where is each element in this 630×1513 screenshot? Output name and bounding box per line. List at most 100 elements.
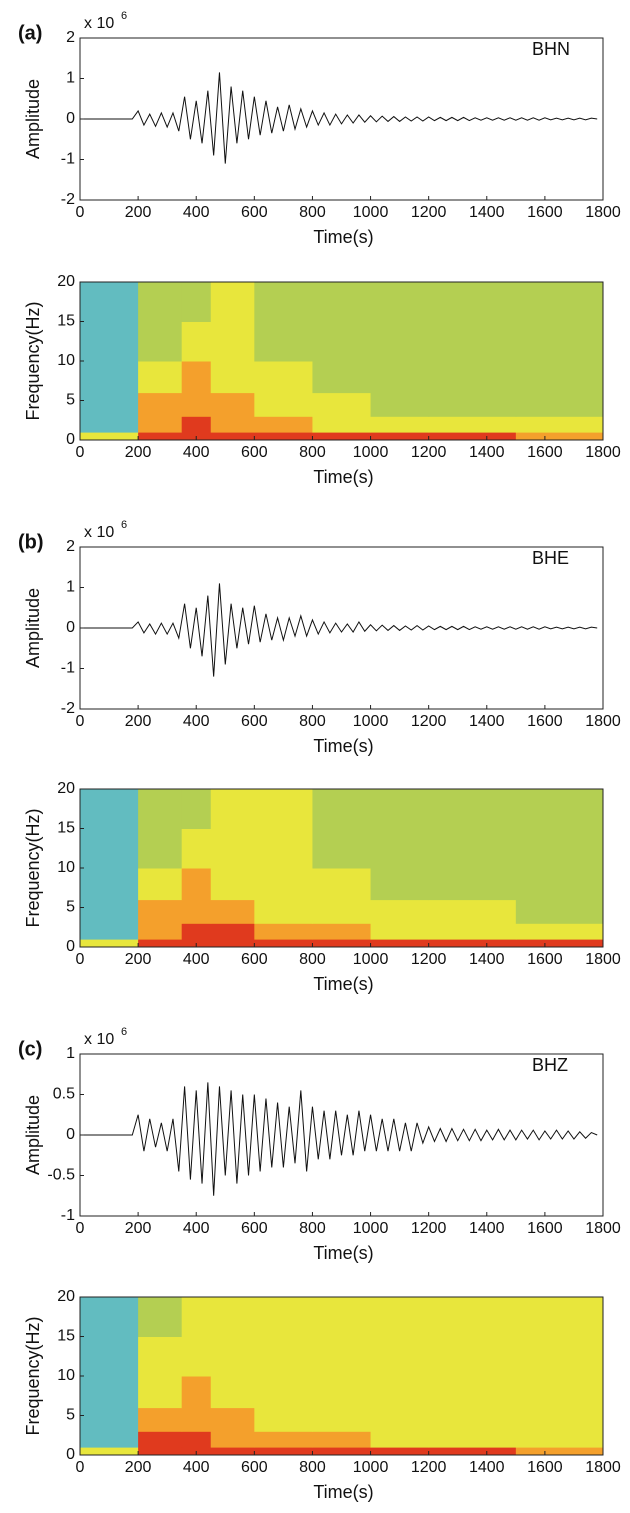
- x-tick-label: 1800: [585, 204, 621, 221]
- heatmap-cell: [210, 416, 255, 433]
- heatmap-cell: [428, 899, 517, 924]
- x-tick-label: 1600: [527, 204, 563, 221]
- heatmap-cell: [254, 789, 313, 829]
- heatmap-cell: [428, 392, 517, 417]
- heatmap-cell: [428, 789, 517, 829]
- x-tick-label: 1000: [353, 444, 389, 461]
- heatmap-cell: [370, 416, 430, 433]
- heatmap-cell: [515, 789, 604, 829]
- y-tick-label: 1: [66, 1045, 75, 1062]
- y-tick-label: -2: [61, 191, 75, 208]
- heatmap-cell: [254, 321, 313, 362]
- x-tick-label: 1000: [353, 1220, 389, 1237]
- y-tick-label: 0: [66, 110, 75, 127]
- x-tick-label: 1000: [353, 951, 389, 968]
- heatmap-cell: [428, 1376, 517, 1409]
- heatmap-cell: [210, 392, 255, 417]
- heatmap-cell: [181, 416, 212, 433]
- x-tick-label: 1400: [469, 204, 505, 221]
- heatmap-cell: [181, 789, 212, 829]
- x-tick-label: 1000: [353, 713, 389, 730]
- heatmap-cell: [312, 361, 372, 394]
- heatmap-cell: [80, 321, 139, 362]
- y-tick-label: -2: [61, 700, 75, 717]
- x-tick-label: 0: [76, 204, 85, 221]
- heatmap-cell: [254, 416, 313, 433]
- heatmap-cell: [370, 1407, 430, 1432]
- heatmap-cell: [428, 828, 517, 869]
- heatmap-cell: [80, 1407, 139, 1432]
- y-tick-label: 2: [66, 29, 75, 46]
- panel-label: (c): [18, 1038, 42, 1060]
- x-tick-label: 400: [183, 1220, 210, 1237]
- heatmap-cell: [254, 361, 313, 394]
- heatmap-cell: [254, 1336, 313, 1377]
- heatmap-cell: [312, 1407, 372, 1432]
- heatmap-cell: [80, 923, 139, 940]
- heatmap-cell: [370, 789, 430, 829]
- heatmap-cell: [515, 416, 604, 433]
- y-tick-label: 10: [57, 352, 75, 369]
- x-tick-label: 1400: [469, 1459, 505, 1476]
- heatmap-cell: [254, 282, 313, 322]
- heatmap-cell: [370, 321, 430, 362]
- panel-label: (b): [18, 531, 44, 553]
- heatmap-cell: [181, 321, 212, 362]
- heatmap-cell: [312, 923, 372, 940]
- heatmap-cell: [254, 392, 313, 417]
- x-tick-label: 1200: [411, 204, 447, 221]
- heatmap-cell: [210, 828, 255, 869]
- y-tick-label: 20: [57, 273, 75, 290]
- heatmap-cell: [210, 868, 255, 901]
- heatmap-cell: [370, 868, 430, 901]
- y-tick-label: 20: [57, 780, 75, 797]
- x-tick-label: 600: [241, 713, 268, 730]
- heatmap-cell: [138, 868, 183, 901]
- x-tick-label: 1400: [469, 951, 505, 968]
- x-axis-label: Time(s): [313, 974, 373, 994]
- heatmap-cell: [80, 282, 139, 322]
- x-axis-label: Time(s): [313, 1243, 373, 1263]
- x-axis-label: Time(s): [313, 467, 373, 487]
- y-tick-label: 5: [66, 899, 75, 916]
- heatmap-cell: [515, 1297, 604, 1337]
- heatmap-cell: [428, 1297, 517, 1337]
- heatmap-cell: [428, 923, 517, 940]
- x-tick-label: 800: [299, 951, 326, 968]
- heatmap-cell: [80, 789, 139, 829]
- heatmap-cell: [312, 789, 372, 829]
- heatmap-cell: [138, 828, 183, 869]
- heatmap-cell: [370, 1297, 430, 1337]
- heatmap-cell: [312, 321, 372, 362]
- heatmap-cell: [138, 1297, 183, 1337]
- y-tick-label: 15: [57, 313, 75, 330]
- heatmap-cell: [138, 392, 183, 417]
- heatmap-cell: [138, 282, 183, 322]
- heatmap-cell: [80, 361, 139, 394]
- heatmap-cell: [370, 1431, 430, 1448]
- y-tick-label: 0.5: [53, 1086, 75, 1103]
- heatmap-cell: [370, 1376, 430, 1409]
- y-axis-label: Frequency(Hz): [23, 808, 43, 927]
- x-tick-label: 0: [76, 713, 85, 730]
- y-axis-label: Amplitude: [23, 79, 43, 159]
- heatmap-cell: [254, 868, 313, 901]
- heatmap-cell: [370, 282, 430, 322]
- y-axis-label: Amplitude: [23, 1095, 43, 1175]
- heatmap-cell: [80, 1431, 139, 1448]
- x-tick-label: 1400: [469, 444, 505, 461]
- heatmap-cell: [181, 868, 212, 901]
- heatmap-cell: [312, 828, 372, 869]
- x-tick-label: 200: [125, 444, 152, 461]
- scale-exponent: 6: [121, 1026, 127, 1038]
- y-tick-label: 2: [66, 538, 75, 555]
- heatmap-cell: [312, 392, 372, 417]
- x-tick-label: 400: [183, 713, 210, 730]
- x-tick-label: 1600: [527, 1459, 563, 1476]
- y-tick-label: 1: [66, 70, 75, 87]
- heatmap-cell: [210, 789, 255, 829]
- heatmap-cell: [181, 1431, 212, 1448]
- x-tick-label: 800: [299, 204, 326, 221]
- heatmap-cell: [370, 432, 430, 441]
- x-tick-label: 0: [76, 444, 85, 461]
